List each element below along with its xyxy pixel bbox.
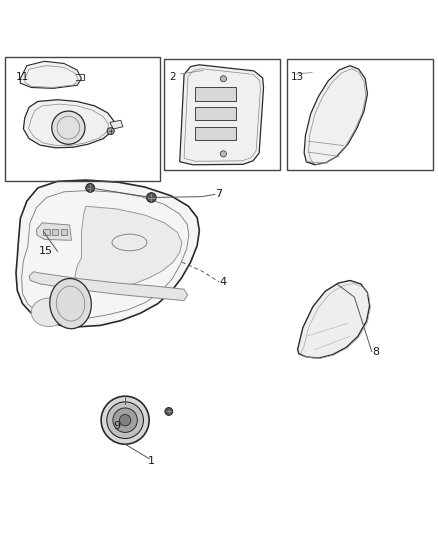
Circle shape <box>220 151 226 157</box>
Circle shape <box>86 183 95 192</box>
Polygon shape <box>180 65 264 165</box>
Text: 13: 13 <box>291 72 304 82</box>
Text: 15: 15 <box>39 246 53 256</box>
Bar <box>287 59 433 171</box>
Circle shape <box>52 111 85 144</box>
Polygon shape <box>16 180 199 327</box>
Circle shape <box>113 408 138 432</box>
Text: 2: 2 <box>169 72 175 82</box>
Polygon shape <box>23 100 114 148</box>
Text: 7: 7 <box>215 189 222 199</box>
Text: 1: 1 <box>148 456 155 466</box>
Polygon shape <box>297 280 370 358</box>
Polygon shape <box>36 223 71 240</box>
Bar <box>195 87 237 101</box>
Bar <box>164 59 280 171</box>
Bar <box>5 57 160 181</box>
Bar <box>52 229 58 235</box>
Text: 8: 8 <box>372 346 379 357</box>
Circle shape <box>220 76 226 82</box>
Polygon shape <box>304 66 367 165</box>
Circle shape <box>120 415 131 426</box>
Ellipse shape <box>50 279 92 329</box>
Circle shape <box>165 408 173 415</box>
Polygon shape <box>29 272 187 301</box>
Text: 4: 4 <box>219 277 226 287</box>
Polygon shape <box>75 206 182 289</box>
Circle shape <box>107 402 144 439</box>
Bar <box>195 127 237 140</box>
Bar <box>195 107 237 120</box>
Circle shape <box>107 128 114 135</box>
Bar <box>43 229 49 235</box>
Bar <box>61 229 67 235</box>
Text: 9: 9 <box>113 421 121 431</box>
Polygon shape <box>20 61 81 88</box>
Ellipse shape <box>31 298 66 327</box>
Polygon shape <box>110 120 123 129</box>
Text: 11: 11 <box>16 72 29 82</box>
Circle shape <box>101 396 149 444</box>
Circle shape <box>147 193 156 203</box>
